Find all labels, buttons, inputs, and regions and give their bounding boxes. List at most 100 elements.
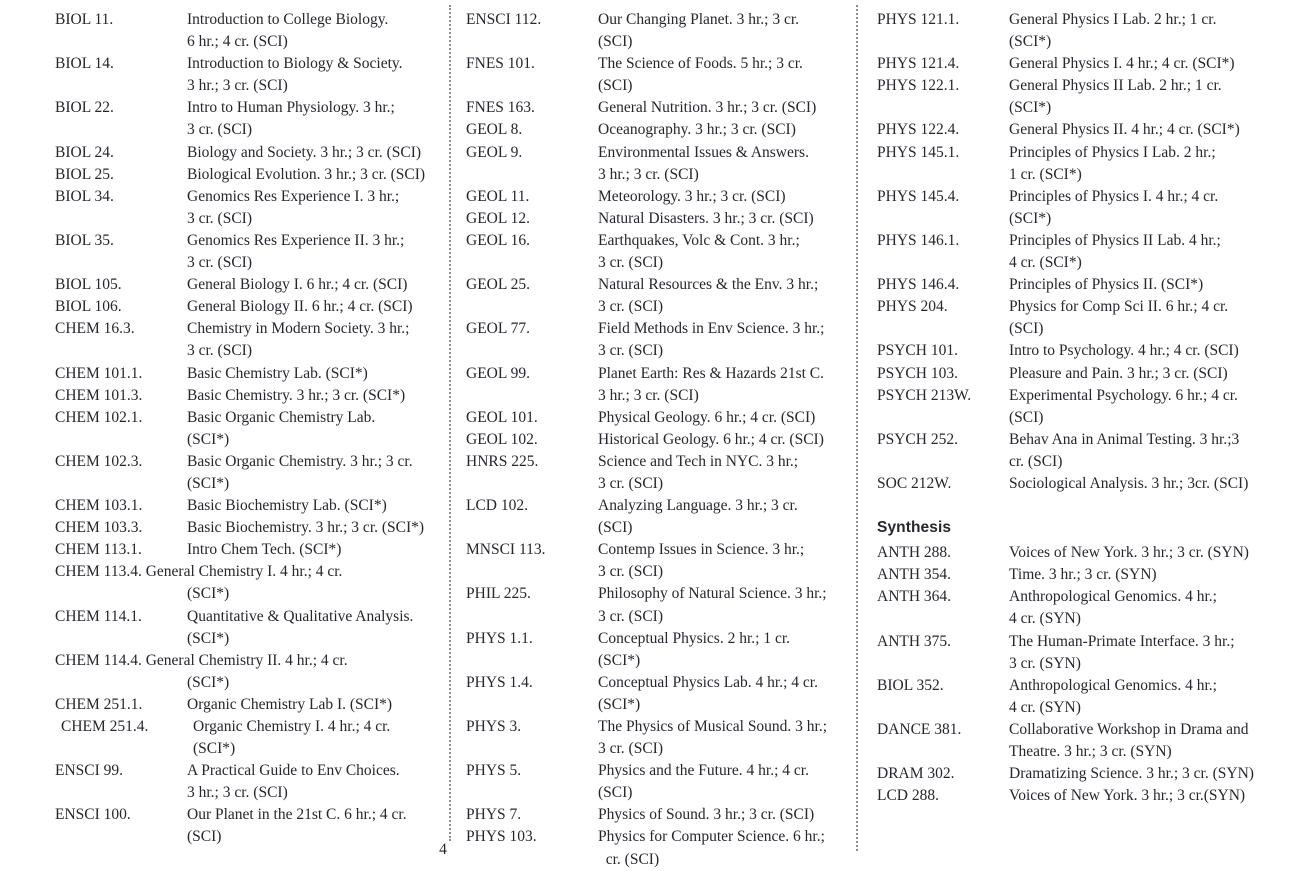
course-desc: Introduction to College Biology. 6 hr.; 4… <box>187 9 455 53</box>
course-desc-line: 3 cr. (SCI) <box>598 342 664 360</box>
course-desc-line: (SCI) <box>187 828 222 846</box>
course-desc-line: Physics of Sound. 3 hr.; 3 cr. (SCI) <box>598 806 815 824</box>
course-code: PHYS 204. <box>877 298 948 316</box>
course-row: PSYCH 213W. Experimental Psychology. 6 hr… <box>877 385 1305 429</box>
course-code: PHYS 121.4. <box>877 55 960 73</box>
course-desc: Physics of Sound. 3 hr.; 3 cr. (SCI) <box>598 804 863 826</box>
course-row: DANCE 381. Collaborative Workshop in Dram… <box>877 719 1305 763</box>
course-row: CHEM 103.1. Basic Biochemistry Lab. (SCI*… <box>55 495 455 517</box>
course-row: ANTH 354. Time. 3 hr.; 3 cr. (SYN) <box>877 564 1305 586</box>
course-desc: General Nutrition. 3 hr.; 3 cr. (SCI) <box>598 97 863 119</box>
course-desc: Collaborative Workshop in Drama and Theat… <box>1009 719 1305 763</box>
course-code: CHEM 103.1. <box>55 497 143 515</box>
course-row: PHYS 1.4. Conceptual Physics Lab. 4 hr.; … <box>466 672 863 716</box>
course-desc-line: (SCI*) <box>187 474 230 492</box>
course-desc-line: Genomics Res Experience II. 3 hr.; <box>187 231 405 249</box>
course-desc-line: A Practical Guide to Env Choices. <box>187 762 400 780</box>
course-code: ENSCI 112. <box>466 11 542 28</box>
course-code: GEOL 25. <box>466 276 530 294</box>
course-desc-line: Environmental Issues & Answers. <box>598 143 809 161</box>
course-desc: Our Changing Planet. 3 hr.; 3 cr. (SCI) <box>598 9 863 53</box>
course-row: BIOL 11. Introduction to College Biology.… <box>55 9 455 53</box>
course-desc: Earthquakes, Volc & Cont. 3 hr.; 3 cr. (S… <box>598 230 863 274</box>
course-desc-line: (SCI*) <box>1009 33 1052 51</box>
course-row: BIOL 24. Biology and Society. 3 hr.; 3 cr… <box>55 142 455 164</box>
course-code: PHYS 122.4. <box>877 121 960 139</box>
course-desc-line: Biological Evolution. 3 hr.; 3 cr. (SCI) <box>187 165 426 183</box>
course-row: GEOL 11. Meteorology. 3 hr.; 3 cr. (SCI) <box>466 186 863 208</box>
course-row: BIOL 352. Anthropological Genomics. 4 hr.… <box>877 675 1305 719</box>
course-desc-line: (SCI*) <box>1009 99 1052 117</box>
course-desc-line: Quantitative & Qualitative Analysis. <box>187 607 414 625</box>
course-desc: Physics for Comp Sci II. 6 hr.; 4 cr. (SC… <box>1009 296 1305 340</box>
course-row: ENSCI 99. A Practical Guide to Env Choice… <box>55 760 455 804</box>
course-code: CHEM 103.3. <box>55 519 143 537</box>
course-row: BIOL 22. Intro to Human Physiology. 3 hr.… <box>55 97 455 141</box>
course-desc: Biological Evolution. 3 hr.; 3 cr. (SCI) <box>187 164 455 186</box>
course-desc-line: The Human-Primate Interface. 3 hr.; <box>1009 632 1235 650</box>
course-code: PHYS 146.4. <box>877 276 960 294</box>
course-code: GEOL 99. <box>466 364 530 382</box>
course-desc-line: Pleasure and Pain. 3 hr.; 3 cr. (SCI) <box>1009 364 1228 382</box>
course-desc: Basic Chemistry Lab. (SCI*) <box>187 363 455 385</box>
course-desc-line: 3 cr. (SCI) <box>187 254 253 272</box>
course-row: ANTH 375. The Human-Primate Interface. 3 … <box>877 631 1305 675</box>
column-separator-dotted <box>449 5 451 841</box>
course-code: BIOL 35. <box>55 231 114 249</box>
course-row: CHEM 102.3. Basic Organic Chemistry. 3 hr… <box>55 451 455 495</box>
course-desc: Natural Resources & the Env. 3 hr.; 3 cr.… <box>598 274 863 318</box>
course-desc-line: Anthropological Genomics. 4 hr.; <box>1009 676 1217 694</box>
course-desc: Environmental Issues & Answers. 3 hr.; 3 … <box>598 142 863 186</box>
course-code: PHYS 1.1. <box>466 629 533 647</box>
course-code: GEOL 101. <box>466 408 538 426</box>
course-desc: Principles of Physics I Lab. 2 hr.; 1 cr.… <box>1009 142 1305 186</box>
course-code: ANTH 288. <box>877 544 952 562</box>
course-code: HNRS 225. <box>466 452 539 470</box>
course-row: PHYS 5. Physics and the Future. 4 hr.; 4 … <box>466 760 863 804</box>
course-column-3: PHYS 121.1. General Physics I Lab. 2 hr.;… <box>877 9 1305 807</box>
course-code: BIOL 105. <box>55 276 122 294</box>
course-code: GEOL 102. <box>466 430 538 448</box>
page-number: 4 <box>439 841 447 858</box>
course-desc-line: General Physics II Lab. 2 hr.; 1 cr. <box>1009 77 1222 95</box>
course-row: GEOL 8. Oceanography. 3 hr.; 3 cr. (SCI) <box>466 119 863 141</box>
course-code: CHEM 114.1. <box>55 607 142 625</box>
course-row: ENSCI 100. Our Planet in the 21st C. 6 hr… <box>55 804 455 848</box>
course-desc-line: Intro to Human Physiology. 3 hr.; <box>187 99 395 117</box>
course-code: ANTH 364. <box>877 588 952 606</box>
course-code: BIOL 24. <box>55 143 114 161</box>
column-separator-dotted <box>856 5 858 851</box>
course-row: GEOL 101. Physical Geology. 6 hr.; 4 cr. … <box>466 407 863 429</box>
course-desc-line: Chemistry in Modern Society. 3 hr.; <box>187 320 410 338</box>
course-desc: Basic Organic Chemistry Lab. (SCI*) <box>187 407 455 451</box>
course-row: PSYCH 101. Intro to Psychology. 4 hr.; 4 … <box>877 340 1305 362</box>
course-desc-line: General Physics I Lab. 2 hr.; 1 cr. <box>1009 11 1217 28</box>
course-row: PHYS 122.1. General Physics II Lab. 2 hr.… <box>877 75 1305 119</box>
course-desc-line: Contemp Issues in Science. 3 hr.; <box>598 541 805 559</box>
course-desc-line: Our Changing Planet. 3 hr.; 3 cr. <box>598 11 800 28</box>
course-desc: Time. 3 hr.; 3 cr. (SYN) <box>1009 564 1305 586</box>
course-desc-line: 3 hr.; 3 cr. (SCI) <box>187 77 288 95</box>
course-row: CHEM 113.4. General Chemistry I. 4 hr.; … <box>55 561 455 605</box>
course-row: CHEM 113.1. Intro Chem Tech. (SCI*) <box>55 539 455 561</box>
course-desc: Anthropological Genomics. 4 hr.; 4 cr. (S… <box>1009 675 1305 719</box>
course-desc-line: Organic Chemistry I. 4 hr.; 4 cr. <box>193 718 391 735</box>
course-desc-line: 3 hr.; 3 cr. (SCI) <box>187 784 288 802</box>
course-desc-line: (SCI) <box>598 784 633 802</box>
course-desc: Principles of Physics II Lab. 4 hr.; 4 cr… <box>1009 230 1305 274</box>
course-code: PHYS 145.1. <box>877 143 960 161</box>
course-desc-line: 1 cr. (SCI*) <box>1009 165 1082 183</box>
course-desc-line: Conceptual Physics. 2 hr.; 1 cr. <box>598 629 791 647</box>
course-desc-line: Biology and Society. 3 hr.; 3 cr. (SCI) <box>187 143 422 161</box>
course-code: GEOL 11. <box>466 187 530 205</box>
course-desc-line: Our Planet in the 21st C. 6 hr.; 4 cr. <box>187 806 407 824</box>
course-desc: General Biology II. 6 hr.; 4 cr. (SCI) <box>187 296 455 318</box>
course-desc-line: Anthropological Genomics. 4 hr.; <box>1009 588 1217 606</box>
course-desc-line: The Science of Foods. 5 hr.; 3 cr. <box>598 55 803 73</box>
course-row: PHYS 3. The Physics of Musical Sound. 3 h… <box>466 716 863 760</box>
course-code: DANCE 381. <box>877 720 962 738</box>
course-desc-line: Experimental Psychology. 6 hr.; 4 cr. <box>1009 386 1238 404</box>
course-desc-line: cr. (SCI) <box>598 850 660 868</box>
course-code: SOC 212W. <box>877 474 952 492</box>
course-code: PHYS 7. <box>466 806 522 824</box>
